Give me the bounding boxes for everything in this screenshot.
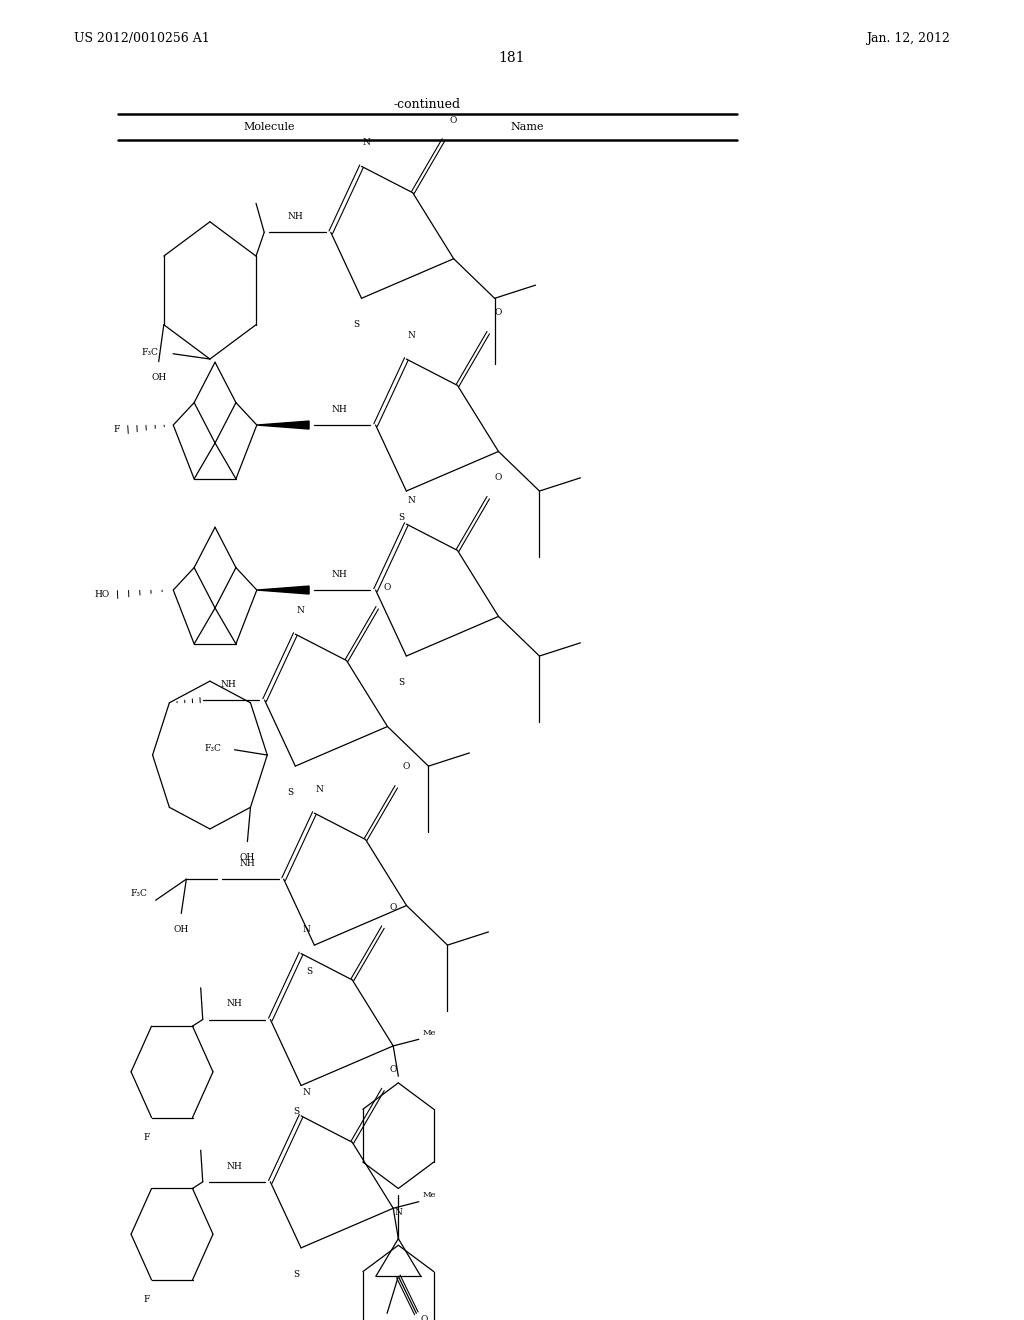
Text: F: F	[143, 1133, 150, 1142]
Text: N: N	[302, 1088, 310, 1097]
Text: Molecule: Molecule	[244, 121, 295, 132]
Text: NH: NH	[240, 859, 256, 867]
Text: NH: NH	[332, 405, 347, 413]
Text: S: S	[306, 968, 312, 975]
Text: N: N	[302, 925, 310, 935]
Text: O: O	[384, 583, 391, 593]
Text: US 2012/0010256 A1: US 2012/0010256 A1	[74, 32, 210, 45]
Text: NH: NH	[226, 1162, 243, 1171]
Text: S: S	[398, 513, 404, 521]
Text: N: N	[315, 785, 324, 793]
Text: F: F	[114, 425, 120, 434]
Text: O: O	[495, 309, 502, 317]
Text: OH: OH	[240, 853, 255, 862]
Text: O: O	[495, 474, 502, 482]
Polygon shape	[257, 421, 309, 429]
Text: NH: NH	[332, 570, 347, 578]
Text: 181: 181	[499, 51, 525, 65]
Text: Me: Me	[422, 1028, 436, 1036]
Text: F₃C: F₃C	[205, 744, 221, 752]
Text: O: O	[450, 116, 458, 124]
Text: S: S	[353, 321, 359, 329]
Text: OH: OH	[152, 374, 166, 381]
Text: OH: OH	[174, 925, 188, 933]
Text: N: N	[297, 606, 304, 615]
Text: NH: NH	[226, 999, 243, 1008]
Text: S: S	[293, 1107, 299, 1117]
Text: O: O	[402, 763, 411, 771]
Text: O: O	[389, 903, 397, 912]
Text: N: N	[408, 331, 416, 339]
Text: F₃C: F₃C	[131, 890, 147, 898]
Text: Jan. 12, 2012: Jan. 12, 2012	[866, 32, 950, 45]
Text: NH: NH	[221, 680, 237, 689]
Text: F₃C: F₃C	[142, 348, 159, 356]
Text: N: N	[408, 496, 416, 504]
Text: Name: Name	[511, 121, 544, 132]
Text: S: S	[398, 678, 404, 686]
Text: S: S	[293, 1270, 299, 1279]
Text: Me: Me	[422, 1191, 436, 1199]
Text: N: N	[394, 1208, 402, 1217]
Text: HO: HO	[94, 590, 110, 599]
Text: F: F	[143, 1295, 150, 1304]
Text: -continued: -continued	[393, 98, 461, 111]
Text: O: O	[389, 1065, 397, 1074]
Text: O: O	[421, 1316, 428, 1320]
Text: NH: NH	[287, 213, 303, 220]
Polygon shape	[257, 586, 309, 594]
Text: S: S	[287, 788, 293, 797]
Text: N: N	[362, 139, 371, 147]
